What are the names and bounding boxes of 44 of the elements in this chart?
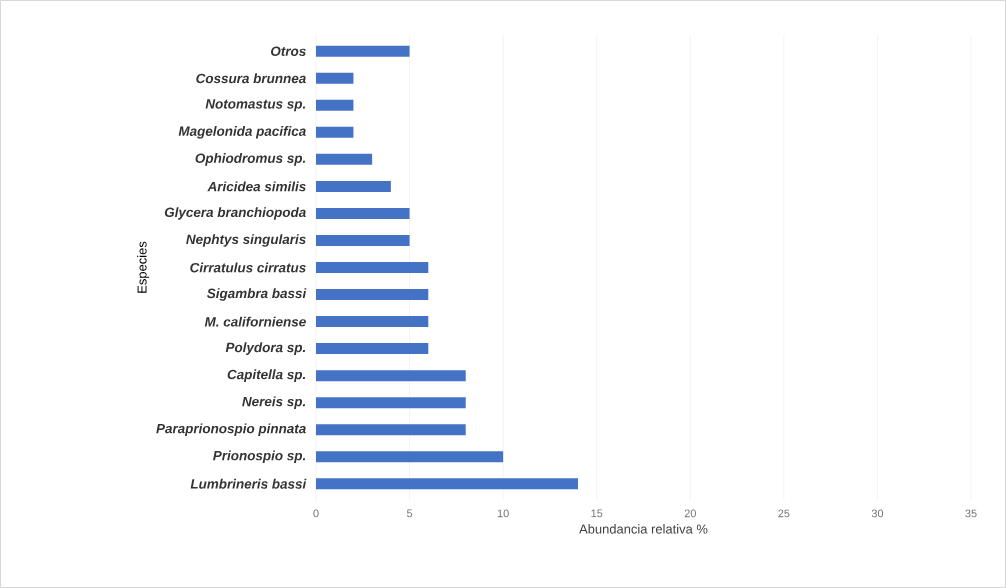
bar xyxy=(316,451,504,463)
bar xyxy=(316,180,391,192)
y-tick-label: Nereis sp. xyxy=(242,396,306,409)
y-tick-label: Cirratulus cirratus xyxy=(190,262,306,273)
bar xyxy=(316,234,410,246)
y-tick-label: Notomastus sp. xyxy=(205,99,306,112)
y-tick-label: Ophiodromus sp. xyxy=(195,153,306,166)
bar xyxy=(316,72,354,84)
bar xyxy=(316,343,429,355)
bar xyxy=(316,397,466,409)
bar xyxy=(316,262,429,273)
y-tick-label: M. californiense xyxy=(204,316,306,327)
y-tick-label: Sigambra bassi xyxy=(206,288,307,301)
y-tick-label: Lumbrineris bassi xyxy=(190,478,307,489)
x-tick-label: 25 xyxy=(778,509,790,518)
y-tick-label: Paraprionospio pinnata xyxy=(156,423,306,436)
bar xyxy=(316,478,578,490)
y-tick-label: Polydora sp. xyxy=(225,342,306,355)
y-tick-label: Capitella sp. xyxy=(227,369,306,382)
bar xyxy=(316,370,466,382)
x-tick-label: 15 xyxy=(591,509,603,518)
y-tick-label: Nephtys singularis xyxy=(186,234,306,247)
x-tick-label: 5 xyxy=(406,509,413,518)
x-tick-label: 10 xyxy=(497,509,509,518)
x-axis-title: Abundancia relativa % xyxy=(579,524,708,534)
bar xyxy=(316,424,466,436)
x-tick-label: 20 xyxy=(684,509,696,518)
y-tick-label: Glycera branchiopoda xyxy=(164,207,306,220)
bar xyxy=(316,126,354,138)
bar xyxy=(316,316,429,328)
y-tick-label: Prionospio sp. xyxy=(213,450,306,464)
x-tick-label: 0 xyxy=(313,509,319,518)
y-tick-label: Cossura brunnea xyxy=(196,73,306,84)
x-tick-label: 35 xyxy=(965,509,977,518)
x-tick-label: 30 xyxy=(871,509,884,518)
y-tick-label: Aricidea similis xyxy=(207,181,306,192)
bar xyxy=(316,45,410,57)
y-axis-title: Especies xyxy=(137,241,150,293)
y-tick-label: Magelonida pacifica xyxy=(178,126,306,139)
bar xyxy=(316,153,373,165)
y-tick-label: Otros xyxy=(271,46,306,56)
bar xyxy=(316,99,354,111)
bar xyxy=(316,289,429,301)
bar xyxy=(316,207,410,219)
